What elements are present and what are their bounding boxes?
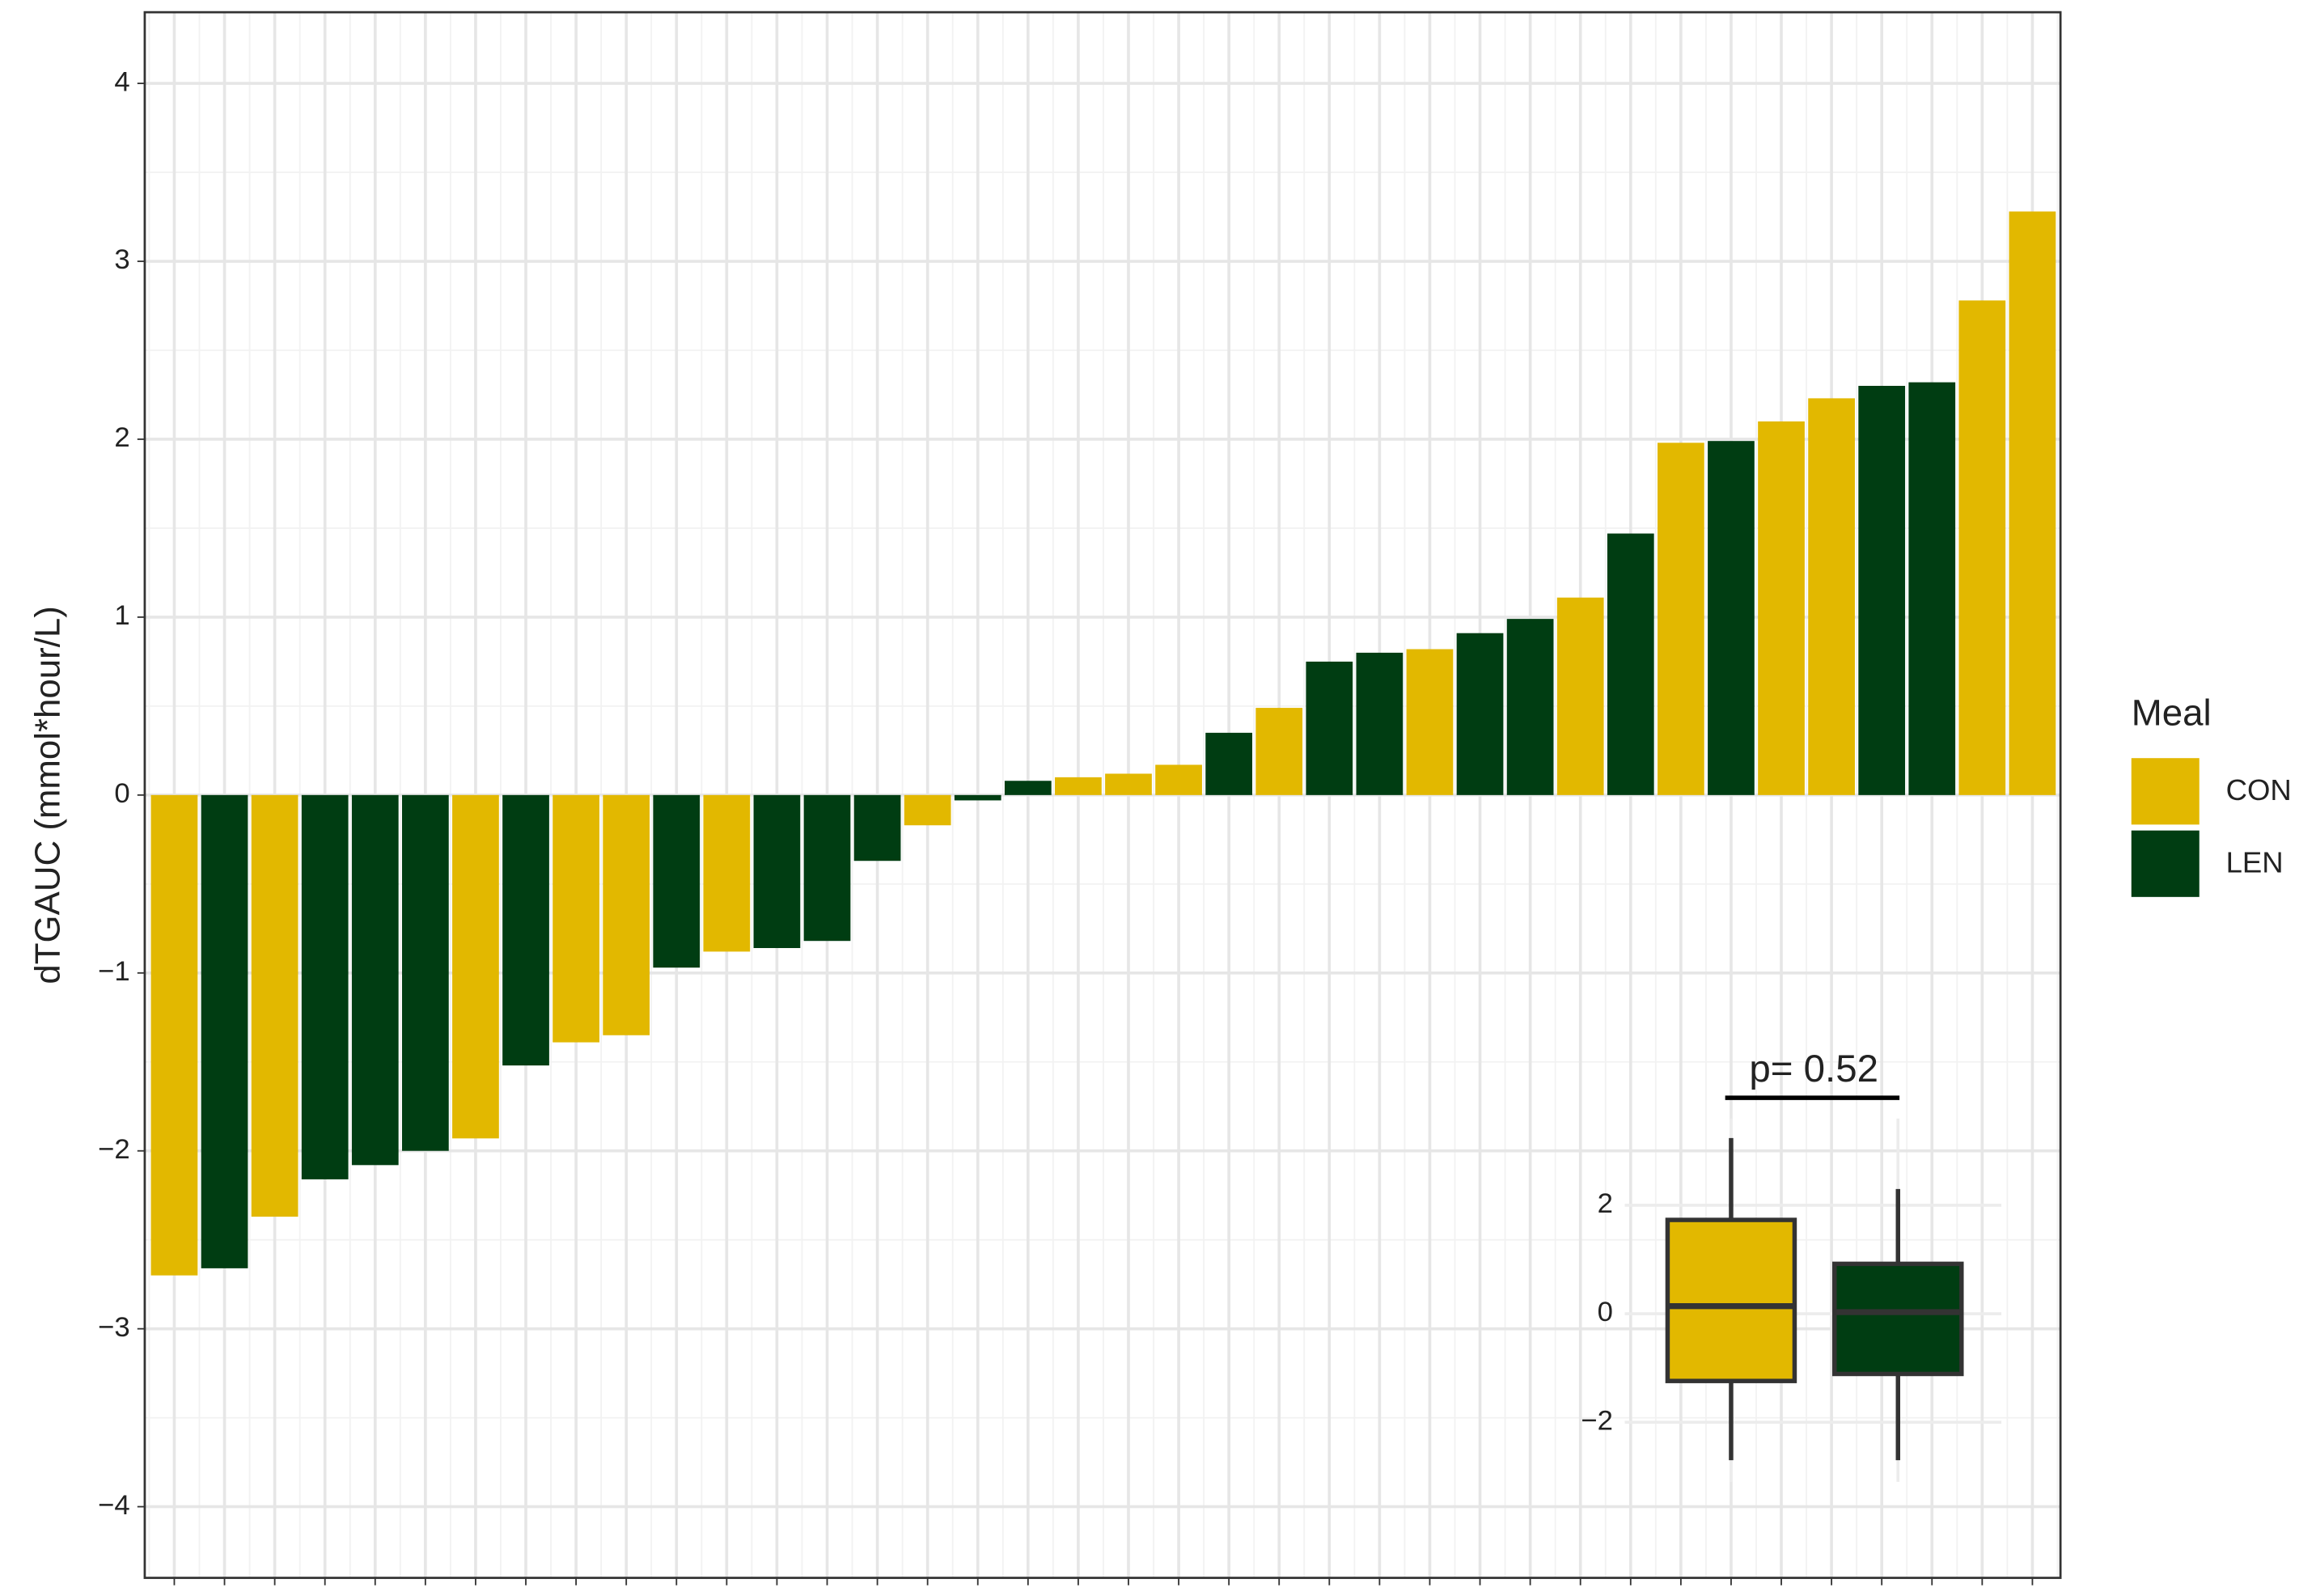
bar: [1105, 773, 1152, 795]
bar: [1456, 633, 1504, 795]
legend-label: CON: [2226, 773, 2292, 806]
y-tick-label: 2: [1598, 1188, 1613, 1219]
legend-label: LEN: [2226, 845, 2284, 878]
y-tick-label: 1: [114, 600, 129, 631]
y-tick-label: −2: [98, 1134, 130, 1165]
y-tick-label: 4: [114, 66, 129, 97]
y-tick-label: −3: [98, 1312, 130, 1343]
bar: [1506, 619, 1554, 795]
bar: [803, 794, 851, 942]
bar: [1255, 708, 1303, 795]
legend-key: [2131, 830, 2200, 897]
plot-border: [143, 11, 2062, 1579]
bar: [1908, 382, 1956, 795]
box: [1832, 1261, 1964, 1377]
bar: [1858, 385, 1906, 795]
y-tick-label: 2: [114, 422, 129, 453]
bar: [1055, 777, 1102, 795]
y-tick-label: −4: [98, 1490, 130, 1521]
bar: [1657, 442, 1704, 795]
y-axis-label: dTGAUC (mmol*hour/L): [28, 606, 68, 984]
bar: [1004, 781, 1052, 795]
bar: [904, 794, 951, 826]
bar: [1155, 764, 1202, 795]
bar: [954, 794, 1001, 801]
bar: [1808, 398, 1855, 795]
bar: [553, 794, 599, 1043]
bar: [452, 794, 499, 1139]
bar: [1758, 421, 1805, 795]
bar: [753, 794, 801, 948]
bar: [1356, 652, 1404, 795]
bar: [251, 794, 298, 1217]
bar: [1607, 533, 1654, 795]
bar: [853, 794, 901, 862]
bar: [150, 794, 198, 1276]
bar: [1406, 649, 1454, 795]
box: [1665, 1217, 1797, 1383]
bar: [703, 794, 751, 952]
y-tick-label: −1: [98, 956, 130, 987]
bar: [502, 794, 549, 1066]
bar: [401, 794, 449, 1151]
y-tick-label: 0: [114, 778, 129, 809]
bar: [2009, 211, 2056, 795]
bar: [1708, 441, 1755, 795]
legend-key: [2131, 758, 2200, 825]
y-tick-label: −2: [1581, 1405, 1613, 1436]
y-tick-label: 0: [1598, 1297, 1613, 1327]
bar: [1556, 597, 1604, 795]
bar: [301, 794, 349, 1179]
bar: [351, 794, 399, 1166]
bar: [1306, 661, 1353, 795]
legend-title: Meal: [2132, 692, 2212, 733]
bar: [603, 794, 650, 1035]
bar: [653, 794, 701, 968]
bar: [1958, 300, 2006, 795]
y-tick-label: 3: [114, 244, 129, 275]
bar: [1205, 732, 1253, 795]
annotation: p= 0.52: [1749, 1048, 1878, 1090]
bar: [201, 794, 248, 1268]
